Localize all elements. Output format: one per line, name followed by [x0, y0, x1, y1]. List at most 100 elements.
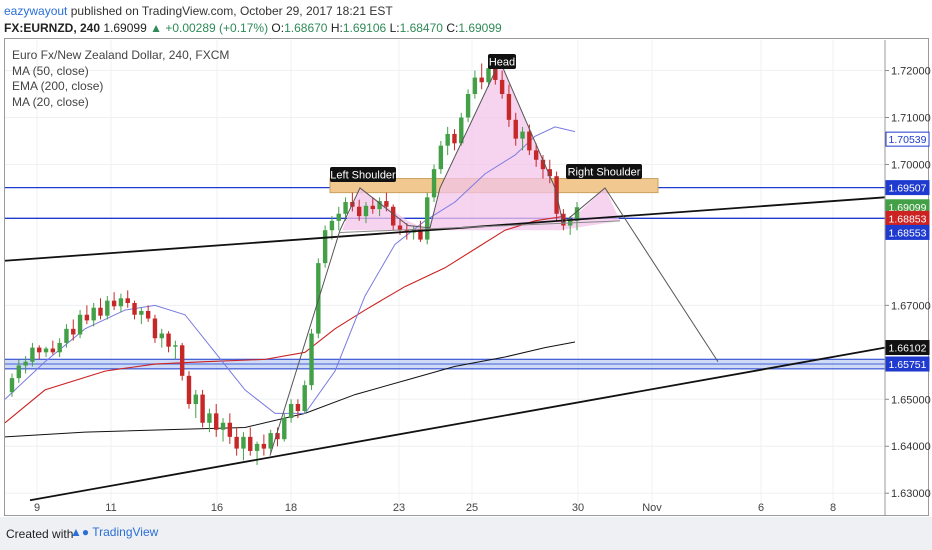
- candle-body: [248, 436, 253, 451]
- high-label: H:: [330, 21, 343, 35]
- candle-body: [322, 230, 328, 264]
- candle-body: [438, 145, 444, 170]
- pattern-zigzag: [269, 59, 719, 456]
- publisher-link[interactable]: eazywayout: [4, 4, 68, 18]
- candle-body: [139, 310, 144, 315]
- publish-line: eazywayout published on TradingView.com,…: [4, 4, 393, 18]
- candle-body: [527, 131, 532, 151]
- candle-body: [105, 300, 110, 316]
- candle-body: [472, 77, 478, 95]
- ma20-line: [4, 126, 576, 414]
- candle-body: [254, 443, 260, 451]
- candle-body: [234, 436, 239, 449]
- time-label: 6: [758, 502, 764, 514]
- low-value: 1.68470: [399, 21, 443, 35]
- candle-body: [513, 119, 518, 139]
- candle-body: [370, 205, 375, 210]
- time-label: 30: [572, 502, 584, 514]
- candle-body: [329, 220, 335, 231]
- price-axis: 1.72000 1.71000 1.70000 1.67000 1.65000 1.640…: [884, 40, 931, 516]
- candle-body: [91, 307, 96, 321]
- candle-body: [268, 433, 273, 449]
- price-tag-label: 1.70539: [889, 134, 927, 146]
- price-tag-box: [885, 356, 930, 372]
- price-tag-box: [885, 224, 930, 240]
- candle-body: [533, 150, 539, 160]
- candle-body: [445, 133, 450, 146]
- time-label: 8: [830, 502, 836, 514]
- legend-ma20[interactable]: MA (20, close): [12, 94, 89, 109]
- annotation-label: Right Shoulder: [568, 167, 641, 179]
- price-tick-label: 1.63000: [891, 488, 931, 500]
- open-label: O:: [271, 21, 285, 35]
- candle-body: [261, 443, 267, 449]
- candle-body: [173, 345, 178, 347]
- time-label: 18: [285, 502, 297, 514]
- low-label: L:: [389, 21, 400, 35]
- candle-body: [316, 263, 321, 334]
- candle-body: [540, 159, 546, 170]
- candle-body: [418, 229, 423, 240]
- annotation-label: Left Shoulder: [330, 170, 396, 182]
- candle-body: [77, 314, 83, 335]
- candle-body: [384, 201, 389, 207]
- head-shoulders-pattern: [329, 61, 659, 231]
- candle-body: [506, 94, 512, 120]
- candle-body: [574, 207, 580, 221]
- time-label: 9: [34, 502, 40, 514]
- price-tag-label: 1.65751: [889, 359, 927, 371]
- price-tag-label: 1.68853: [889, 213, 927, 225]
- price-tick-label: 1.72000: [891, 66, 931, 78]
- candle-body: [275, 433, 280, 440]
- legend-ma50[interactable]: MA (50, close): [12, 63, 89, 78]
- trend-line: [4, 196, 886, 262]
- candle-body: [84, 314, 90, 321]
- candle-body: [193, 394, 198, 404]
- candle-body: [493, 68, 498, 80]
- candle-body: [111, 300, 117, 307]
- candle-body: [57, 342, 62, 353]
- created-with-text: Created with: [6, 527, 74, 541]
- tradingview-logo-icon[interactable]: ▲● TradingView: [70, 525, 159, 539]
- tradingview-brand: TradingView: [92, 525, 159, 539]
- annotation-box: [566, 164, 642, 179]
- chart-legend: Euro Fx/New Zealand Dollar, 240, FXCM MA…: [12, 48, 229, 110]
- candle-body: [145, 310, 151, 319]
- candle-body: [98, 307, 103, 316]
- candle-body: [125, 298, 130, 304]
- candle-body: [499, 79, 505, 95]
- symbol-label[interactable]: FX:EURNZD, 240: [4, 21, 101, 35]
- legend-ema200[interactable]: EMA (200, close): [12, 79, 104, 93]
- legend-title: Euro Fx/New Zealand Dollar, 240, FXCM: [12, 48, 230, 62]
- candle-body: [64, 328, 69, 343]
- candle-body: [309, 333, 314, 386]
- price-tag-label: 1.68553: [889, 227, 927, 239]
- candle-body: [50, 348, 56, 353]
- time-label: Nov: [642, 502, 662, 514]
- candle-body: [295, 403, 301, 412]
- time-label: 25: [466, 502, 478, 514]
- time-label: 11: [105, 502, 116, 514]
- indicators: [4, 126, 576, 438]
- published-text: published on TradingView.com, October 29…: [70, 4, 393, 18]
- price-tag-box: [885, 131, 930, 147]
- candle-body: [200, 394, 205, 423]
- candle-body: [43, 348, 49, 353]
- candle-body: [179, 345, 185, 376]
- high-value: 1.69106: [342, 21, 387, 35]
- price-tick-label: 1.70000: [891, 159, 931, 171]
- annotation-box: [488, 54, 516, 69]
- candle-body: [486, 68, 491, 83]
- candle-body: [71, 328, 76, 335]
- trend-line: [29, 346, 886, 502]
- candle-body: [452, 133, 457, 144]
- candle-body: [459, 117, 464, 144]
- neckline: [339, 220, 621, 234]
- candle-body: [397, 225, 403, 231]
- candle-body: [343, 202, 348, 214]
- price-tick-label: 1.65000: [891, 394, 931, 406]
- candle-body: [118, 298, 124, 307]
- ohlc-line: FX:EURNZD, 240 1.69099 ▲ +0.00289 (+0.17…: [4, 21, 502, 35]
- grid: [5, 40, 885, 512]
